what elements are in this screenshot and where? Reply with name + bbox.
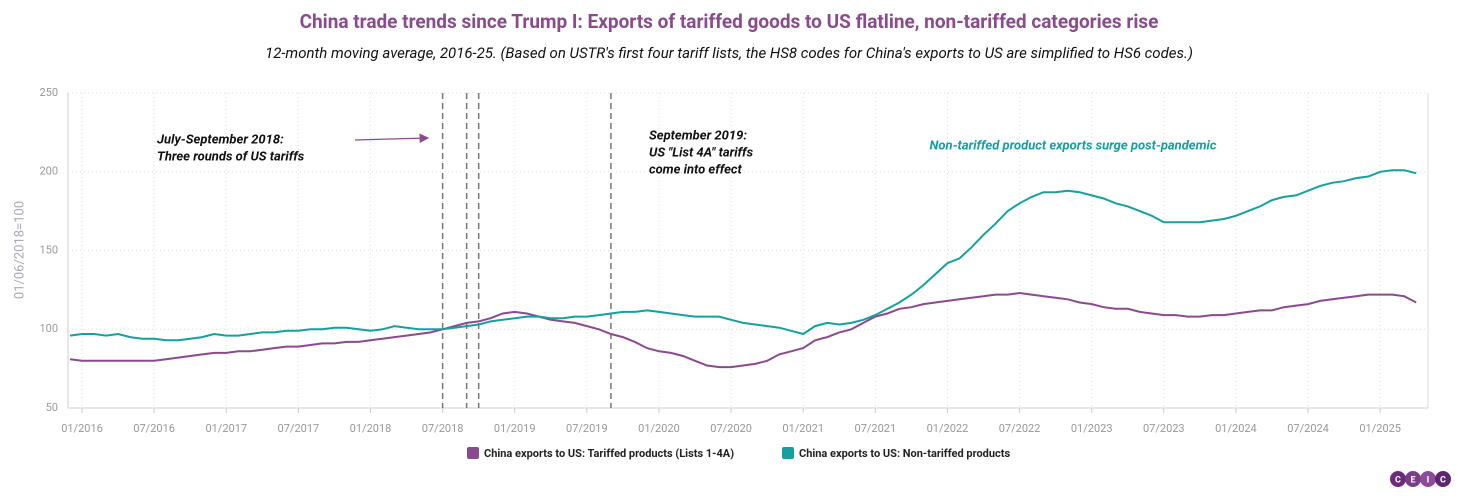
x-tick-label: 07/2021: [855, 422, 897, 435]
logo-letter: I: [1427, 475, 1430, 485]
chart-subtitle: 12-month moving average, 2016-25. (Based…: [265, 44, 1193, 62]
annotation: Three rounds of US tariffs: [157, 149, 305, 164]
annotation: come into effect: [649, 162, 743, 177]
y-tick-label: 150: [39, 243, 58, 256]
logo-letter: C: [1440, 475, 1446, 485]
x-tick-label: 07/2016: [133, 422, 175, 435]
annotation: July-September 2018:: [157, 132, 284, 147]
legend-swatch: [467, 447, 479, 459]
x-tick-label: 01/2022: [927, 422, 969, 435]
logo-circle: [1435, 471, 1451, 487]
chart-title: China trade trends since Trump I: Export…: [300, 10, 1159, 33]
x-tick-label: 01/2021: [782, 422, 824, 435]
logo-letter: C: [1395, 475, 1401, 485]
logo-circle: [1420, 471, 1436, 487]
legend-swatch: [782, 447, 794, 459]
x-tick-label: 07/2018: [422, 422, 464, 435]
y-tick-label: 100: [39, 322, 58, 335]
x-tick-label: 07/2017: [278, 422, 320, 435]
x-tick-label: 07/2020: [710, 422, 752, 435]
x-tick-label: 01/2019: [494, 422, 536, 435]
series-line: [69, 291, 1417, 369]
x-tick-label: 01/2020: [638, 422, 680, 435]
y-tick-label: 50: [46, 401, 58, 414]
x-tick-label: 07/2024: [1287, 422, 1329, 435]
legend-label: China exports to US: Tariffed products (…: [484, 447, 734, 460]
legend-label: China exports to US: Non-tariffed produc…: [799, 447, 1010, 460]
x-tick-label: 01/2016: [61, 422, 103, 435]
x-tick-label: 01/2018: [350, 422, 392, 435]
y-tick-label: 200: [39, 165, 58, 178]
logo-circle: [1390, 471, 1406, 487]
annotation: US "List 4A" tariffs: [649, 145, 754, 160]
annotation-arrow: [354, 133, 430, 144]
x-tick-label: 07/2019: [566, 422, 608, 435]
logo-letter: E: [1410, 475, 1415, 485]
annotation: September 2019:: [649, 128, 747, 143]
x-tick-label: 01/2024: [1215, 422, 1257, 435]
x-tick-label: 07/2023: [1143, 422, 1185, 435]
x-tick-label: 01/2023: [1071, 422, 1113, 435]
x-tick-label: 01/2017: [205, 422, 247, 435]
y-tick-label: 250: [39, 86, 58, 99]
x-tick-label: 01/2025: [1359, 422, 1401, 435]
logo-circle: [1405, 471, 1421, 487]
y-axis-label: 01/06/2018=100: [12, 201, 27, 299]
x-tick-label: 07/2022: [999, 422, 1041, 435]
annotation: Non-tariffed product exports surge post-…: [930, 138, 1217, 153]
series-line: [69, 169, 1417, 342]
